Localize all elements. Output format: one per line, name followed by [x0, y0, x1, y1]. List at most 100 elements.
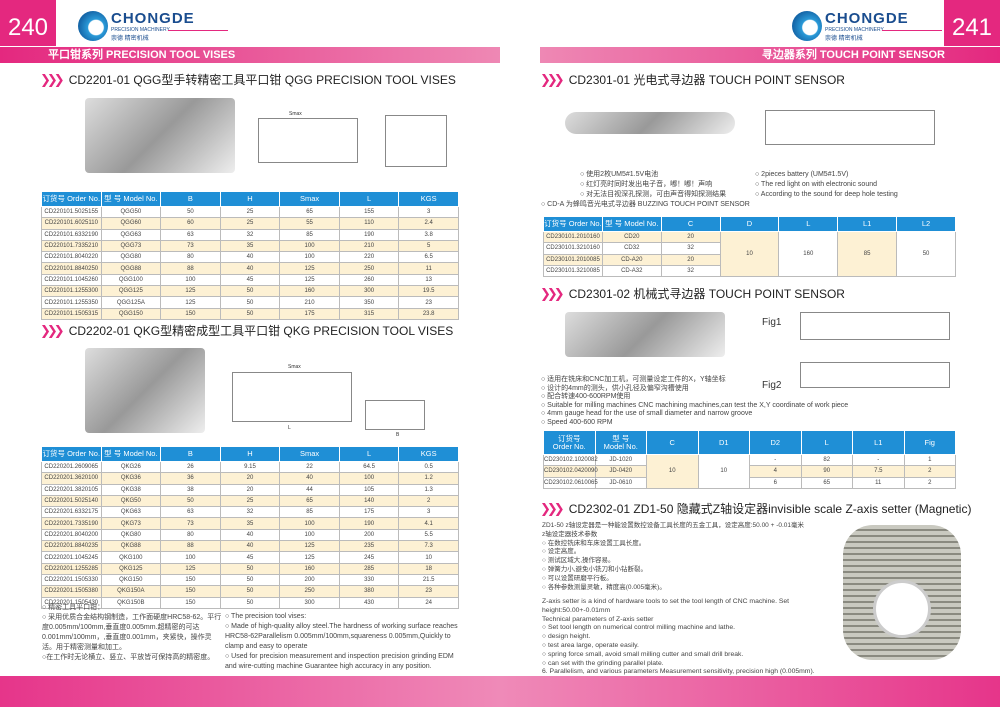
table-cell: QGG100: [100, 273, 162, 287]
table-cell-shared: 10: [646, 454, 699, 489]
table-cell: 73: [160, 239, 221, 253]
table-cell: 85: [279, 228, 340, 241]
table-cell: 175: [338, 506, 400, 519]
table-cell: CD32: [601, 242, 662, 255]
table-cell: CD220101.6332190: [41, 228, 102, 241]
table-cell: 64.5: [338, 460, 400, 474]
table-cell: QKG73: [100, 517, 162, 530]
column-header: 订货号 Order No.: [543, 430, 596, 455]
table-cell: QKG88: [100, 540, 162, 553]
table-cell: 125: [279, 273, 340, 287]
table-cell: CD20: [601, 230, 662, 244]
table-cell: 40: [219, 540, 281, 553]
table-row: CD230102.0610065 JD-0610 6 65 11 2: [543, 476, 956, 489]
section-bar-right: 寻边器系列 TOUCH POINT SENSOR: [540, 47, 1000, 63]
table-cell: 32: [219, 506, 281, 519]
table-cell: 25: [219, 205, 281, 219]
column-header: B: [160, 191, 221, 207]
table-cell: CD230101.3210160: [543, 242, 603, 255]
table-cell: 88: [160, 540, 221, 553]
table-cell: 250: [279, 585, 340, 598]
table-cell: 25: [219, 217, 281, 230]
table-cell: 3: [398, 205, 459, 219]
table-cell: QKG100: [100, 551, 162, 564]
chevron-icon: ❯❯❯: [540, 285, 565, 301]
table-cell: 110: [338, 217, 400, 230]
table-cell: 100: [160, 273, 221, 287]
bullets1-cn: ○ 使用2枚UM5#1.5V电池 ○ 红灯亮时同时发出电子音，嘟！嘟！声响 ○ 对无…: [580, 171, 727, 198]
table-row: CD230102.1020082 JD-1020 10 10-82-1: [543, 453, 956, 489]
table-cell: 23.8: [398, 307, 459, 320]
table-cell: 82: [800, 453, 853, 467]
table-cell: 50: [160, 205, 221, 219]
column-header: 订货号 Order No.: [41, 191, 102, 207]
table-cell: 125: [279, 551, 340, 564]
table-header-row: 订货号 Order No. 型 号 Model No. B H Smax L KGS: [41, 191, 459, 207]
table-cell: 150: [160, 596, 221, 609]
chevron-icon: ❯❯❯: [40, 71, 65, 87]
notes-en-left: ○ The precision tool vises: ○ Made of hig…: [225, 613, 458, 670]
table-header-row: 订货号 Order No. 型 号 Model No. C D1 D2 L L1 Fig: [543, 430, 956, 455]
page-number-right: 241: [944, 0, 1000, 46]
table-cell: 160: [279, 562, 340, 575]
table-cell: JD-0610: [594, 476, 647, 489]
table-cell: 150: [160, 573, 221, 587]
table-cell: 36: [160, 472, 221, 485]
table-header-row: 订货号 Order No. 型 号 Model No. B H Smax L KGS: [41, 446, 459, 462]
table-cell: 125: [279, 262, 340, 275]
table-cell: CD220201.8840235: [41, 540, 102, 553]
table-cell: 7.3: [398, 540, 459, 553]
table-cell: 63: [160, 228, 221, 241]
table-cell: 100: [279, 517, 340, 530]
table-row: CD220201.8840235 QKG88 88 40 125 235 7.3: [41, 540, 459, 553]
table-cell: 6: [749, 476, 802, 489]
column-header: D: [719, 216, 780, 232]
table-row: CD220101.7335210 QGG73 73 35 100 210 5: [41, 239, 459, 253]
chevron-icon: ❯❯❯: [40, 322, 65, 338]
column-header: H: [219, 191, 281, 207]
table-cell: 13: [398, 273, 459, 287]
table-cell: CD220101.1255350: [41, 296, 102, 309]
table-cell: 250: [338, 262, 400, 275]
column-header: KGS: [398, 446, 459, 462]
table-cell: 19.5: [398, 285, 459, 298]
title-cd2301-02: ❯❯❯ CD2301-02 机械式寻边器 TOUCH POINT SENSOR: [540, 285, 845, 302]
table-cell: 40: [219, 528, 281, 542]
table-cell: 38: [160, 483, 221, 496]
table-cell: QKG150A: [100, 585, 162, 598]
cd2301-01-table: 订货号 Order No. 型 号 Model No. C D L L1 L2 CD23010…: [543, 216, 956, 278]
table-cell: 0.5: [398, 460, 459, 474]
table-cell: QGG88: [100, 262, 162, 275]
table-cell: 125: [160, 296, 221, 309]
qkg-side-drawing: B: [365, 400, 425, 438]
table-cell: 45: [219, 273, 281, 287]
table-cell: 140: [338, 494, 400, 508]
table-cell: JD-1020: [594, 453, 647, 467]
table-cell: 65: [279, 205, 340, 219]
table-cell: 63: [160, 506, 221, 519]
column-header: C: [646, 430, 699, 455]
table-row: CD220201.3820105 QKG38 38 20 44 105 1.3: [41, 483, 459, 496]
table-cell: 4.1: [398, 517, 459, 530]
logo-cn: 崇德 精密机械: [111, 36, 149, 42]
column-header: D2: [749, 430, 802, 455]
table-row: CD220201.8040200 QKG80 80 40 100 200 5.5: [41, 528, 459, 542]
table-cell: 23: [398, 585, 459, 598]
table-cell: 430: [338, 596, 400, 609]
title-cd2301-01: ❯❯❯ CD2301-01 光电式寻边器 TOUCH POINT SENSOR: [540, 71, 845, 88]
table-row: CD220101.6025110 QGG60 60 25 55 110 2.4: [41, 217, 459, 230]
table-row: CD220101.8040220 QGG80 80 40 100 220 6.5: [41, 251, 459, 264]
table-cell: CD220101.8040220: [41, 251, 102, 264]
table-cell: QGG73: [100, 239, 162, 253]
table-cell: 380: [338, 585, 400, 598]
table-row: CD220201.7335190 QKG73 73 35 100 190 4.1: [41, 517, 459, 530]
column-header: L1: [837, 216, 898, 232]
table-cell: 190: [338, 228, 400, 241]
table-cell: 260: [338, 273, 400, 287]
table-cell: CD230101.2010160: [543, 230, 603, 244]
table-row: CD230101.2010160 CD20 20 10 160 85 50: [543, 230, 956, 278]
table-cell: 100: [279, 528, 340, 542]
table-cell: 1: [903, 453, 956, 467]
table-cell: 190: [338, 517, 400, 530]
table-row: CD220101.1505315 QGG150 150 50 175 315 23.8: [41, 307, 459, 320]
